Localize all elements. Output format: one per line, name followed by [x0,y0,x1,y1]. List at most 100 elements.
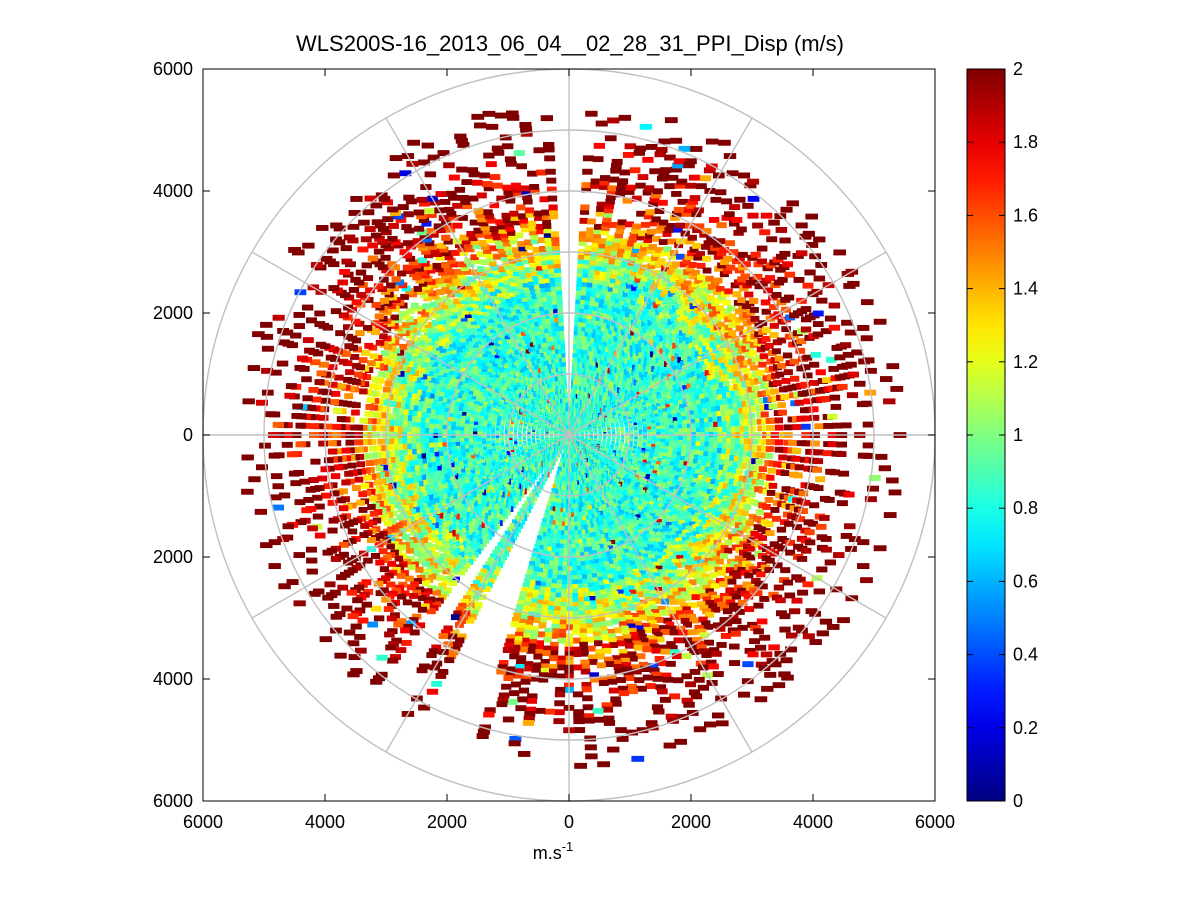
data-cell [557,480,561,487]
data-cell [559,374,563,381]
data-cell [551,376,555,383]
data-cell [545,331,550,338]
data-cell [614,356,619,363]
data-cell [604,503,609,510]
data-cell [605,492,609,499]
data-cell [467,379,473,386]
data-cell [536,357,541,364]
data-cell [503,351,509,357]
data-cell [577,374,581,381]
data-cell [572,351,577,358]
data-cell [671,393,677,400]
data-cell [570,530,575,537]
data-cell [451,452,458,459]
data-cell [552,533,558,540]
data-cell [677,416,683,423]
data-cell [676,382,682,389]
data-cell [574,325,579,331]
data-cell [486,509,492,516]
data-cell [479,486,485,493]
data-cell [601,509,606,516]
data-cell [547,537,553,544]
data-cell [535,372,540,379]
data-cell [549,381,553,388]
data-cell [592,489,597,496]
data-cell [538,366,542,373]
data-cell [577,489,581,496]
data-cell [475,395,480,402]
data-cell [508,358,514,364]
data-cell [573,521,578,528]
data-cell [559,503,564,510]
data-cell [569,476,573,483]
data-cell [685,411,691,417]
data-cell [558,352,563,358]
data-cell [562,387,566,394]
data-cell [609,343,615,350]
data-cell [604,537,610,544]
data-cell [557,498,562,505]
data-cell [661,357,667,364]
data-cell [644,512,650,519]
data-cell [590,350,595,357]
data-cell [460,413,466,420]
data-cell [651,429,657,435]
data-cell [452,407,458,414]
data-cell [545,518,550,525]
data-cell [600,349,605,355]
data-cell [617,536,623,543]
data-cell [598,372,603,379]
data-cell [595,549,601,556]
data-cell [575,476,579,482]
data-cell [585,358,590,365]
data-cell [669,424,674,431]
data-cell [631,335,637,342]
data-cell [623,325,629,332]
data-cell [480,360,486,367]
data-cell [562,494,567,501]
data-cell [468,425,474,432]
data-cell [497,508,503,515]
data-cell [660,473,666,480]
data-cell [607,367,612,374]
data-cell [628,333,634,340]
data-cell [489,357,495,364]
data-cell [602,519,607,526]
data-cell [643,333,649,340]
data-cell [609,374,613,381]
data-cell [520,492,525,498]
data-cell [485,515,491,522]
data-cell [598,334,604,341]
data-cell [676,412,682,419]
data-cell [512,367,517,373]
data-cell [479,413,484,420]
data-cell [540,327,546,334]
data-cell [477,357,483,364]
data-cell [671,454,677,461]
data-cell [546,317,552,324]
data-cell [603,532,609,539]
data-cell [632,522,638,529]
data-cell [488,351,494,358]
data-cell [596,310,603,317]
data-cell [542,369,546,376]
data-cell [600,363,605,370]
data-cell [609,363,614,370]
data-cell [591,378,595,385]
data-cell [658,360,664,367]
data-cell [553,552,560,559]
data-cell [517,321,523,328]
data-cell [555,366,560,372]
data-cell [548,505,553,512]
data-cell [560,365,564,372]
data-cell [473,419,479,425]
data-cell [593,337,599,344]
data-cell [635,520,641,527]
data-cell [473,354,480,361]
data-cell [679,473,686,480]
data-cell [495,506,500,512]
data-cell [590,369,594,375]
data-cell [604,482,608,489]
data-cell [507,337,513,344]
data-cell [552,502,556,508]
